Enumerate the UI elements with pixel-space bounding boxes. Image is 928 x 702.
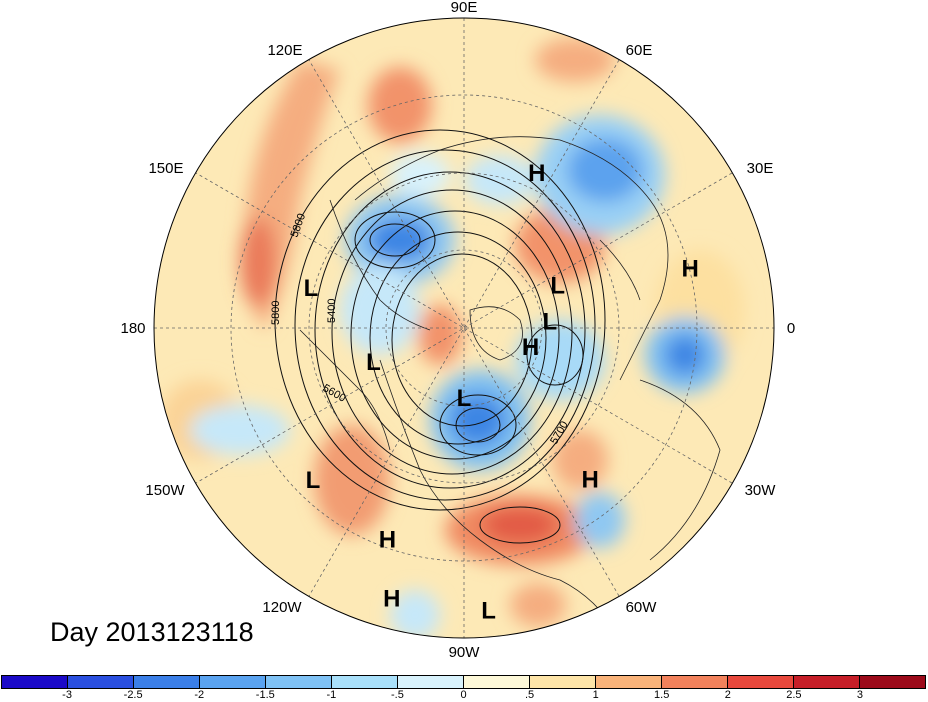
low-pressure-label: L: [542, 309, 557, 336]
colorbar-tick-label: -2: [194, 689, 205, 701]
polar-map: 90E 60E 30E 0 30W 60W 90W 120W 150W 180 …: [120, 0, 795, 661]
colorbar-tick-label: -3: [62, 689, 72, 701]
lon-label-60w: 60W: [626, 599, 658, 616]
colorbar-swatch: [134, 676, 200, 688]
colorbar-swatch: [860, 676, 925, 688]
colorbar-swatch: [728, 676, 794, 688]
colorbar-tick-label: 2: [724, 689, 731, 701]
contour-label: 5400: [326, 299, 338, 323]
lon-label-150w: 150W: [145, 482, 185, 499]
lon-label-150e: 150E: [148, 160, 183, 177]
low-pressure-label: L: [306, 467, 321, 494]
colorbar-swatch: [200, 676, 266, 688]
colorbar-swatch: [332, 676, 398, 688]
lon-label-90e: 90E: [451, 0, 478, 16]
high-pressure-label: H: [582, 466, 599, 493]
coastlines: [299, 136, 721, 638]
low-pressure-label: L: [366, 349, 381, 376]
lon-label-30e: 30E: [747, 160, 774, 177]
lon-label-180: 180: [120, 320, 145, 337]
low-pressure-label: L: [550, 272, 565, 299]
map-title: Day 2013123118: [50, 617, 254, 647]
lon-label-0: 0: [787, 320, 795, 337]
graticule: [154, 18, 774, 638]
colorbar-tick-label: -1.5: [255, 689, 275, 701]
anomaly-field: [154, 18, 774, 638]
colorbar-tick-label: -.5: [391, 689, 404, 701]
colorbar-tick-label: 1.5: [654, 689, 670, 701]
colorbar-swatch: [398, 676, 464, 688]
high-pressure-label: H: [682, 255, 699, 282]
high-pressure-label: H: [379, 526, 396, 553]
lon-label-60e: 60E: [626, 42, 653, 59]
lon-label-30w: 30W: [745, 482, 777, 499]
colorbar-swatch: [794, 676, 860, 688]
low-pressure-label: L: [481, 597, 496, 624]
colorbar-swatch: [596, 676, 662, 688]
colorbar-tick-labels: -3 -2.5 -2 -1.5 -1 -.5 0 .5 1 1.5 2 2.5 3: [0, 689, 928, 702]
colorbar-swatch: [2, 676, 68, 688]
colorbar-swatch: [530, 676, 596, 688]
low-pressure-label: L: [304, 275, 319, 302]
colorbar-swatch: [266, 676, 332, 688]
height-contours: [274, 129, 606, 544]
colorbar-swatch: [464, 676, 530, 688]
colorbar-tick-label: -2.5: [123, 689, 143, 701]
lon-label-120w: 120W: [262, 599, 302, 616]
low-pressure-label: L: [457, 385, 472, 412]
lon-label-90w: 90W: [449, 644, 481, 661]
colorbar-tick-label: -1: [326, 689, 337, 701]
map-boundary: [153, 17, 775, 639]
colorbar-tick-label: .5: [524, 689, 535, 701]
colorbar-swatch: [68, 676, 134, 688]
colorbar-swatch: [662, 676, 728, 688]
colorbar-tick-label: 2.5: [786, 689, 802, 701]
colorbar-tick-label: 0: [460, 689, 467, 701]
high-pressure-label: H: [383, 586, 400, 613]
lon-label-120e: 120E: [267, 42, 302, 59]
colorbar: [1, 675, 926, 689]
contour-label: 5800: [270, 301, 282, 325]
high-pressure-label: H: [528, 160, 545, 187]
colorbar-tick-label: 1: [592, 689, 599, 701]
high-pressure-label: H: [522, 334, 539, 361]
colorbar-tick-label: 3: [856, 689, 863, 701]
